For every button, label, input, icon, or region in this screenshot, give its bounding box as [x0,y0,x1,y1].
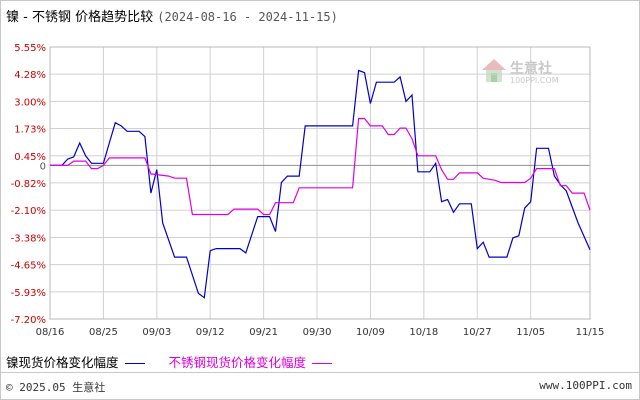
plot-border [49,46,591,320]
y-tick-label: 5.55% [14,43,46,54]
footer-copyright: © 2025.05 生意社 [6,381,106,394]
legend-item-stainless: 不锈钢现货价格变化幅度 [169,352,341,371]
series-line-stainless [50,117,591,216]
footer-url: www.100PPI.com [539,379,632,392]
x-tick-label: 10/09 [356,327,385,338]
y-tick-label: 0 [40,161,46,172]
x-tick-label: 10/27 [463,327,492,338]
x-tick-label: 08/25 [89,327,118,338]
y-tick-label: 3.00% [14,97,46,108]
y-tick-label: -7.20% [11,315,46,326]
x-tick-label: 09/12 [196,327,225,338]
x-tick-label: 10/18 [409,327,438,338]
watermark-url: 100PPI.COM [510,76,559,85]
legend-label-stainless: 不锈钢现货价格变化幅度 [168,355,307,370]
y-tick-label: -5.93% [11,288,46,299]
x-tick-label: 09/03 [142,327,171,338]
legend-item-nickel: 镍现货价格变化幅度 [6,352,153,371]
chart-title-text: 镍 - 不锈钢 价格趋势比较 [6,10,154,25]
y-tick-label: 0.45% [14,152,46,163]
x-tick-label: 08/16 [36,327,65,338]
x-tick-label: 09/30 [303,327,332,338]
x-tick-label: 11/05 [516,327,545,338]
house-logo-icon [482,59,506,82]
y-tick-label: -0.82% [11,179,46,190]
series-lines [50,69,591,299]
footer-divider [0,372,640,373]
chart-title: 镍 - 不锈钢 价格趋势比较 (2024-08-16 - 2024-11-15) [6,6,338,25]
legend-swatch-nickel [124,363,145,364]
y-tick-label: -2.10% [11,206,46,217]
chart-legend: 镍现货价格变化幅度 不锈钢现货价格变化幅度 [6,352,352,371]
x-tick-labels: 08/16 08/25 09/03 09/12 09/21 09/30 10/09 10/18… [36,327,605,338]
y-tick-labels: 5.55% 4.28% 3.00% 1.73% 0.45%0 -0.82% -2.10% -3… [11,43,46,326]
axes [49,46,591,320]
x-tick-label: 11/15 [576,327,605,338]
y-tick-label: 4.28% [14,70,46,81]
x-tick-label: 09/21 [249,327,278,338]
y-tick-label: -3.38% [11,234,46,245]
y-tick-label: 1.73% [14,124,46,135]
legend-label-nickel: 镍现货价格变化幅度 [6,355,119,370]
legend-swatch-stainless [312,363,333,364]
chart-date-range: (2024-08-16 - 2024-11-15) [157,10,338,24]
series-line-nickel [50,69,591,299]
y-tick-label: -4.65% [11,261,46,272]
